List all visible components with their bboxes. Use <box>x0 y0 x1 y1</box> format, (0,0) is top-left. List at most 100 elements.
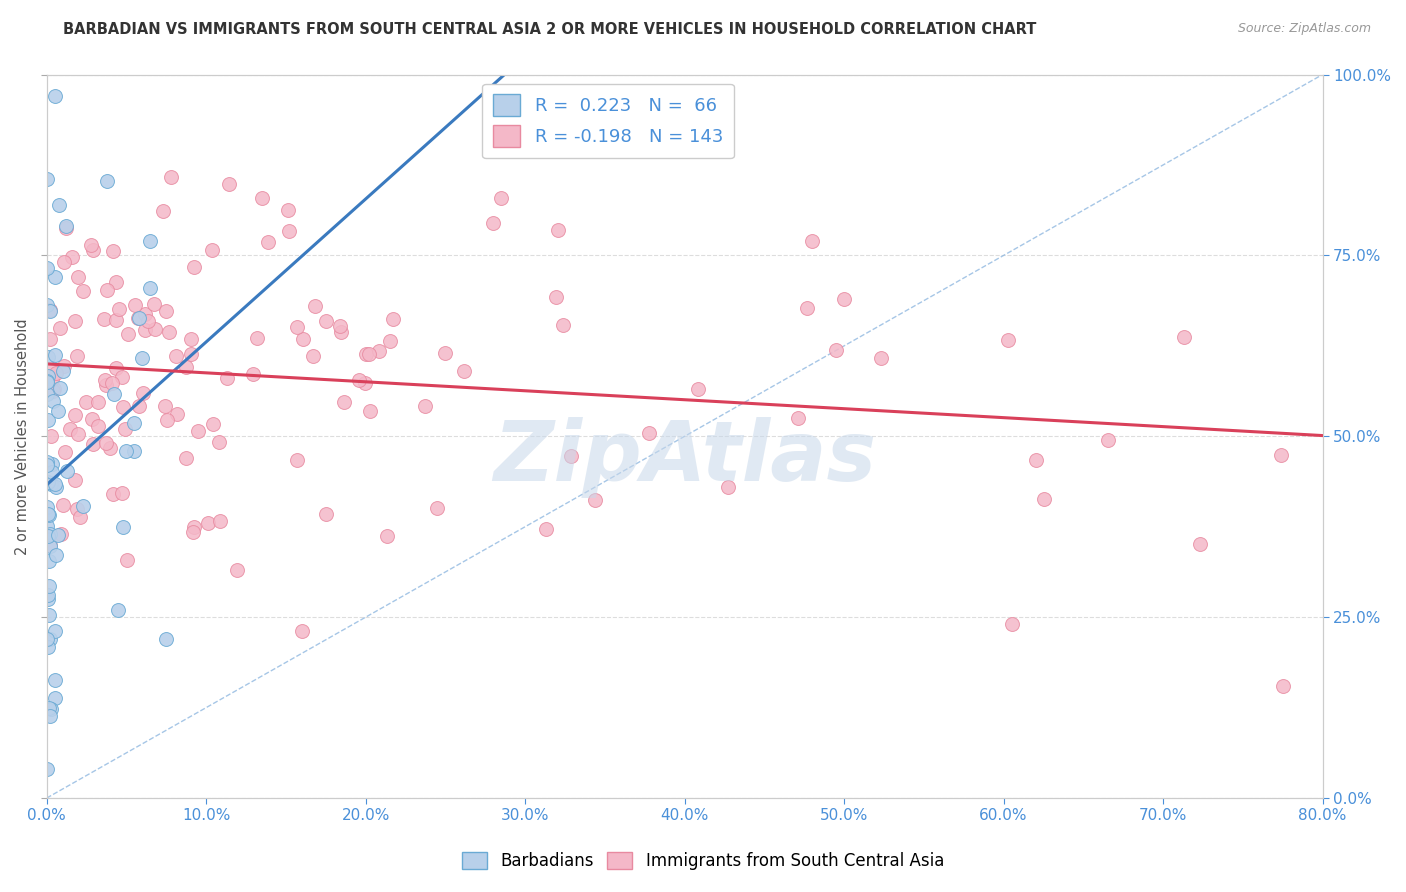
Point <box>157 326 180 340</box>
Point <box>112 520 135 534</box>
Point <box>60 250 83 264</box>
Point <box>425 500 447 515</box>
Point <box>49 381 72 395</box>
Point <box>46 404 69 418</box>
Point <box>560 449 582 463</box>
Point <box>44 270 66 285</box>
Point <box>49 526 72 541</box>
Point <box>997 333 1019 347</box>
Point <box>101 487 124 501</box>
Point <box>49 321 72 335</box>
Point <box>37 588 59 602</box>
Point <box>37 640 59 655</box>
Point <box>291 332 314 346</box>
Point <box>44 673 66 688</box>
Point <box>1033 492 1056 507</box>
Point <box>87 394 110 409</box>
Point <box>38 363 60 377</box>
Point <box>176 450 198 465</box>
Point <box>101 376 124 390</box>
Point <box>333 395 356 409</box>
Point <box>105 275 128 289</box>
Text: Source: ZipAtlas.com: Source: ZipAtlas.com <box>1237 22 1371 36</box>
Point <box>39 428 62 442</box>
Point <box>287 452 309 467</box>
Point <box>1097 434 1119 448</box>
Point <box>98 441 121 455</box>
Text: ZipAtlas: ZipAtlas <box>494 417 876 499</box>
Point <box>181 525 204 540</box>
Point <box>38 508 60 523</box>
Legend: R =  0.223   N =  66, R = -0.198   N = 143: R = 0.223 N = 66, R = -0.198 N = 143 <box>482 84 734 158</box>
Point <box>367 343 389 358</box>
Point <box>38 526 60 541</box>
Point <box>38 302 60 317</box>
Point <box>128 399 150 413</box>
Point <box>42 382 65 396</box>
Point <box>48 198 70 212</box>
Point <box>37 592 59 607</box>
Point <box>44 348 66 362</box>
Point <box>183 519 205 533</box>
Point <box>277 224 299 238</box>
Point <box>176 360 198 375</box>
Point <box>59 422 82 436</box>
Point <box>375 529 398 543</box>
Point <box>225 563 247 577</box>
Point <box>139 234 162 248</box>
Point <box>45 548 67 562</box>
Point <box>117 327 139 342</box>
Point <box>82 244 104 258</box>
Point <box>482 216 505 230</box>
Point <box>66 502 89 516</box>
Point <box>37 260 59 275</box>
Point <box>145 322 167 336</box>
Point <box>39 333 62 347</box>
Point <box>134 323 156 337</box>
Point <box>38 578 60 592</box>
Point <box>96 174 118 188</box>
Point <box>42 393 65 408</box>
Point <box>37 297 59 311</box>
Point <box>105 361 128 376</box>
Point <box>201 417 224 431</box>
Point <box>357 347 380 361</box>
Point <box>354 347 377 361</box>
Point <box>35 455 58 469</box>
Point <box>93 373 115 387</box>
Point <box>67 427 90 442</box>
Point <box>870 351 893 365</box>
Point <box>63 473 86 487</box>
Point <box>53 359 76 374</box>
Point <box>329 319 352 334</box>
Point <box>35 387 58 401</box>
Point <box>354 376 377 391</box>
Point <box>115 553 138 567</box>
Point <box>101 244 124 258</box>
Point <box>44 624 66 638</box>
Point <box>96 283 118 297</box>
Point <box>80 412 103 426</box>
Point <box>53 445 76 459</box>
Point <box>38 608 60 623</box>
Point <box>180 347 202 361</box>
Point <box>37 508 59 522</box>
Point <box>534 522 557 536</box>
Point <box>37 368 59 383</box>
Point <box>55 219 77 234</box>
Point <box>37 475 59 490</box>
Point <box>717 480 740 494</box>
Point <box>315 314 337 328</box>
Point <box>44 89 66 103</box>
Point <box>35 374 58 388</box>
Point <box>56 464 79 478</box>
Point <box>82 436 104 450</box>
Point <box>359 404 381 418</box>
Point <box>108 302 131 317</box>
Point <box>80 237 103 252</box>
Point <box>37 172 59 186</box>
Point <box>67 270 90 285</box>
Point <box>1000 617 1022 632</box>
Point <box>44 477 66 491</box>
Point <box>124 416 146 430</box>
